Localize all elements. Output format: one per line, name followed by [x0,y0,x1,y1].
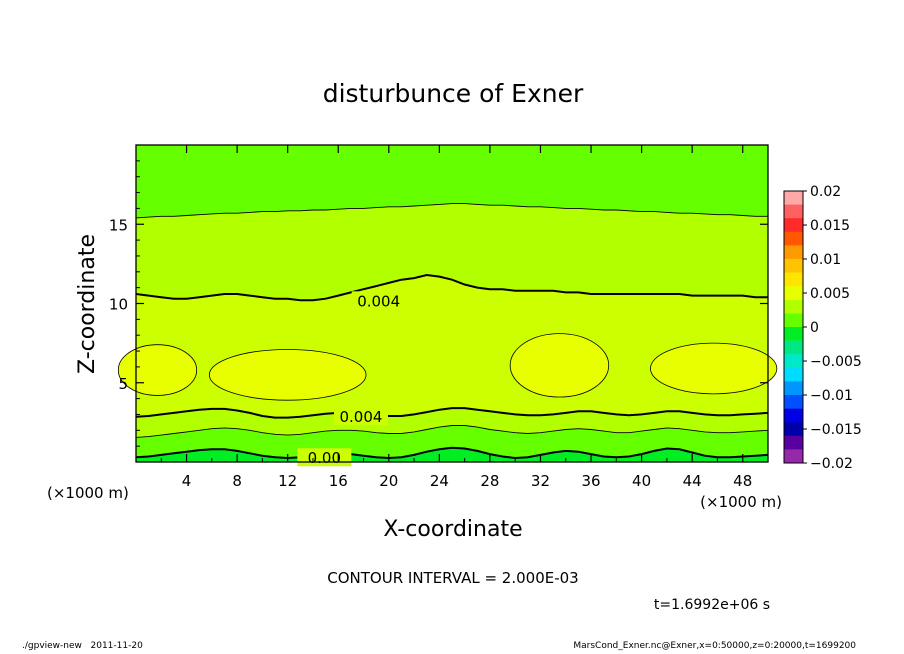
colorbar-cell [784,259,803,273]
contour-label: 0.00 [308,449,341,467]
colorbar-cell [784,422,803,437]
colorbar-label: −0.005 [810,354,862,370]
high-region [509,333,610,398]
colorbar-cell [784,381,803,396]
high-region [208,349,367,401]
y-tick-label: 10 [109,296,128,314]
contour-line [136,425,768,438]
colorbar-cell [784,327,803,341]
x-tick-label: 20 [379,472,398,490]
colorbar-cell [784,408,803,423]
colorbar-label: −0.015 [810,422,862,438]
colorbar-label: 0.015 [810,218,850,234]
x-tick-label: 32 [531,472,550,490]
y-tick-label: 15 [109,216,128,234]
high-region [117,344,198,396]
field-band [136,203,768,301]
y-tick-label: 5 [118,375,128,393]
footer-source: MarsCond_Exner.nc@Exner,x=0:50000,z=0:20… [573,641,856,651]
x-tick-label: 36 [581,472,600,490]
x-tick-label: 4 [182,472,192,490]
contour-label-bg [351,291,406,310]
field-band [136,425,768,458]
colorbar-cell [784,204,803,219]
colorbar-label: 0.01 [810,252,841,268]
contour-line [136,407,768,419]
field-band [136,408,768,438]
x-tick-label: 24 [430,472,449,490]
footer-left: ./gpview-new 2011-11-20 [22,641,143,651]
chart-title: disturbunce of Exner [323,79,584,108]
field-band [136,145,768,218]
x-tick-label: 40 [632,472,651,490]
x-tick-label: 28 [480,472,499,490]
colorbar-cell [784,367,803,382]
colorbar-cell [784,272,803,287]
colorbar-label: −0.02 [810,456,853,472]
colorbar-label: 0 [810,320,819,336]
contour-label: 0.004 [357,292,400,310]
high-region [650,342,778,395]
colorbar-cell [784,435,803,450]
colorbar-cell [784,191,803,205]
footer-right: MarsCond_Exner.nc@Exner,x=0:50000,z=0:20… [573,641,856,651]
contour-label: 0.004 [340,408,383,426]
x-tick-label: 48 [733,472,752,490]
time-label: t=1.6992e+06 s [654,597,770,613]
colorbar: 0.02 0.015 0.01 0.005 0 −0.005 −0.01 −0.015 −0.0… [783,184,862,472]
colorbar-cell [784,313,803,328]
x-tick-label: 44 [683,472,702,490]
x-tick-label: 12 [278,472,297,490]
colorbar-cell [784,340,803,355]
contour-line [136,203,768,219]
contour-interval-label: CONTOUR INTERVAL = 2.000E-03 [327,569,578,587]
contour-label-bg [333,407,388,426]
x-tick-label: 8 [232,472,242,490]
colorbar-cell [784,218,803,233]
contour-line [136,446,768,460]
x-axis-label: X-coordinate [383,517,522,542]
y-axis-label: Z-coordinate [75,234,100,374]
colorbar-label: −0.01 [810,388,853,404]
x-tick-label: 16 [329,472,348,490]
colorbar-label: 0.005 [810,286,850,302]
colorbar-cell [784,286,803,301]
x-axis: 4 8 12 16 20 24 28 32 36 40 44 48 [160,145,752,490]
contour-lines [136,203,768,460]
colorbar-label: 0.02 [810,184,841,200]
colorbar-cell [784,449,803,464]
colorbar-cell [784,245,803,260]
x-axis-unit: (×1000 m) [700,493,782,511]
footer-date: 2011-11-20 [90,641,143,651]
colorbar-cell [784,299,803,314]
contour-field [117,145,778,462]
colorbar-cell [784,231,803,246]
contour-line [136,273,768,302]
y-axis-unit: (×1000 m) [47,484,129,502]
y-axis: 5 10 15 [109,160,768,447]
colorbar-cell [784,354,803,369]
footer-program: ./gpview-new [22,641,82,651]
colorbar-cell [784,395,803,409]
field-band [136,275,768,418]
